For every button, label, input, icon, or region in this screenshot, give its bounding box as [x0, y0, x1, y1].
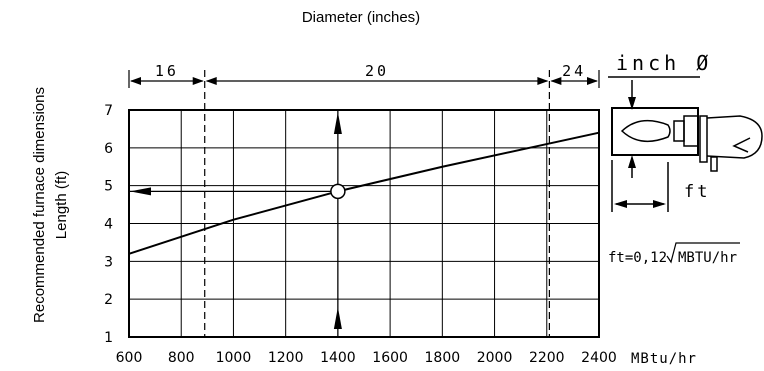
band-arrow-right [192, 77, 204, 85]
example-arrow-bottom [333, 307, 342, 329]
length-arrow-right [653, 200, 666, 208]
grid [129, 110, 599, 337]
diameter-arrow-top-head [628, 97, 636, 110]
x-tick-label: 2200 [529, 350, 565, 366]
band-arrow-right [537, 77, 549, 85]
x-tick-label: 1400 [320, 350, 356, 366]
furnace-schematic: inch Ø ft ft=0,12 MBTU/hr [608, 51, 763, 266]
burner-flange [683, 115, 699, 147]
diameter-arrow-bottom-head [628, 155, 636, 168]
burner-connector [710, 156, 718, 172]
x-tick-label: 1800 [425, 350, 461, 366]
y-tick-label: 5 [104, 179, 113, 195]
y-tick-label: 3 [104, 254, 113, 270]
diameter-label: inch Ø [616, 51, 712, 75]
burner-nozzle [673, 120, 685, 142]
example-arrow-left [130, 187, 151, 196]
band-arrow-left [205, 77, 217, 85]
x-axis-label: MBtu/hr [631, 351, 697, 367]
band-label: 16 [155, 62, 179, 80]
y-tick-label: 1 [104, 330, 113, 346]
band-arrow-left [130, 77, 141, 85]
x-tick-label: 1200 [268, 350, 304, 366]
x-tick-label: 800 [168, 350, 195, 366]
length-label: ft [684, 182, 710, 202]
x-tick-label: 2400 [581, 350, 617, 366]
tick-labels: 600 800 1000 1200 1400 1600 1800 2000 2200 2400 1 2… [104, 103, 617, 366]
y-tick-label: 2 [104, 292, 113, 308]
series-group [128, 131, 600, 255]
example-arrow-up [333, 112, 342, 134]
y-axis-label-line1: Recommended furnace dimensions [31, 87, 48, 323]
band-label: 20 [365, 62, 389, 80]
length-arrow-left [614, 200, 627, 208]
formula-radicand: MBTU/hr [678, 250, 737, 266]
formula-prefix: ft=0,12 [608, 250, 667, 266]
formula-radical-sign [666, 242, 740, 264]
band-arrow-right [587, 77, 598, 85]
x-tick-label: 1000 [216, 350, 252, 366]
y-axis-label-line2: Length (ft) [53, 171, 70, 239]
chart-title: Diameter (inches) [302, 9, 420, 26]
y-tick-label: 7 [104, 103, 113, 119]
plot-frame [128, 109, 600, 338]
band-label: 24 [562, 62, 586, 80]
example-point [330, 183, 346, 200]
burner-plate [699, 115, 708, 163]
series-line [128, 131, 600, 255]
x-tick-label: 600 [116, 350, 143, 366]
burner-housing [706, 115, 763, 159]
x-tick-label: 2000 [477, 350, 513, 366]
y-tick-label: 6 [104, 141, 113, 157]
y-tick-label: 4 [104, 217, 113, 233]
diameter-bands: 16 20 24 [128, 62, 600, 337]
furnace-chamber [611, 107, 699, 156]
band-arrow-left [550, 77, 562, 85]
x-tick-label: 1600 [372, 350, 408, 366]
burner-inlet-mark [732, 137, 751, 153]
flame-shape [620, 119, 671, 143]
example-reading [129, 110, 346, 337]
